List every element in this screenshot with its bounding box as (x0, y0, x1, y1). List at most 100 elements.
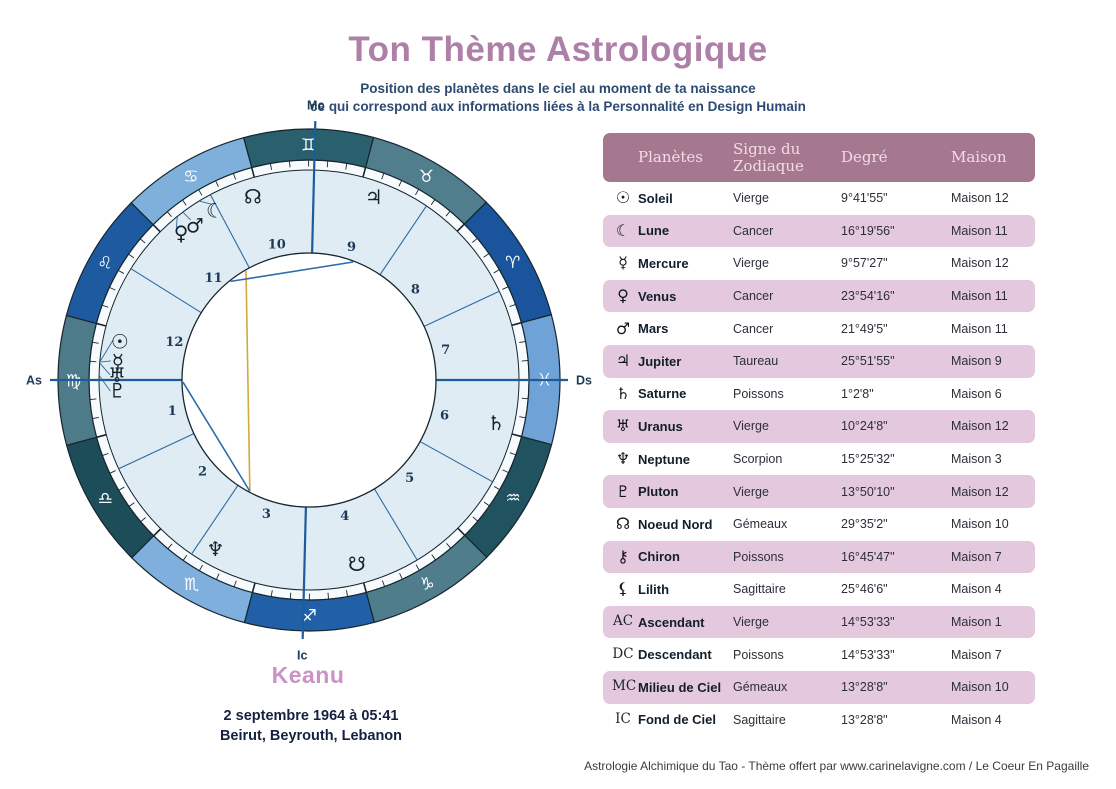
planets-table: Planètes Signe du Zodiaque Degré Maison … (603, 133, 1035, 736)
planet-degree: 10°24'8" (841, 419, 888, 434)
degree-tick (96, 433, 107, 439)
degree-tick (118, 486, 125, 491)
degree-tick (198, 189, 203, 196)
degree-tick (101, 304, 109, 308)
planet-sign: Vierge (733, 191, 769, 206)
house-number-9: 9 (347, 240, 356, 255)
planet-house: Maison 7 (951, 647, 1002, 662)
planet-sign: Vierge (733, 615, 769, 630)
planet-degree: 21°49'5" (841, 321, 888, 336)
subtitle-line-2: ce qui correspond aux informations liées… (310, 99, 806, 114)
planet-name: Noeud Nord (638, 516, 713, 532)
degree-tick (215, 573, 220, 580)
degree-tick (457, 527, 466, 536)
planet-house: Maison 6 (951, 386, 1002, 401)
degree-tick (399, 573, 403, 580)
table-row: ♆ Neptune Scorpion 15°25'32" Maison 3 (603, 443, 1035, 476)
planet-glyph-venus: ♀ (174, 221, 189, 245)
planet-sign: Taureau (733, 354, 779, 369)
axis-line-ic (301, 506, 307, 639)
planet-pointer-pluton (99, 375, 111, 392)
planet-pointer-mars (182, 212, 191, 221)
sign-glyph-gemeaux: ♊ (301, 135, 316, 155)
person-name: Keanu (271, 662, 345, 688)
degree-tick (269, 163, 273, 170)
planet-name: Fond de Ciel (638, 712, 716, 728)
col-header-planetes: Planètes (638, 148, 703, 166)
degree-tick (182, 199, 187, 206)
aspect-line-1 (245, 270, 251, 492)
table-body: ☉ Soleil Vierge 9°41'55" Maison 12 ☾ Lun… (603, 182, 1035, 736)
table-row: AC Ascendant Vierge 14°53'33" Maison 1 (603, 605, 1035, 639)
table-row: ☉ Soleil Vierge 9°41'55" Maison 12 (603, 182, 1035, 215)
planet-degree: 16°45'47" (841, 549, 895, 564)
degree-tick (431, 554, 436, 561)
planet-icon: ☉ (615, 188, 631, 208)
degree-tick (483, 501, 490, 507)
degree-tick (445, 210, 451, 217)
page-title: Ton Thème Astrologique (348, 30, 768, 69)
axis-label-ic: Ic (297, 648, 307, 662)
house-number-5: 5 (405, 471, 414, 486)
planet-icon: ♂ (615, 318, 631, 338)
degree-tick (182, 554, 188, 561)
planet-glyph-mercure: ☿ (112, 350, 124, 374)
planet-name: Uranus (638, 418, 683, 434)
planet-glyph-jupiter: ♃ (365, 185, 383, 209)
planet-sign: Sagittaire (733, 712, 786, 727)
planet-name: Ascendant (638, 614, 705, 630)
table-row: ♀ Venus Cancer 23°54'16" Maison 11 (603, 279, 1035, 313)
degree-tick (362, 167, 367, 178)
planet-house: Maison 4 (951, 712, 1002, 727)
house-cusp-3 (191, 484, 239, 555)
planet-degree: 9°57'27" (841, 256, 888, 271)
col-header-degre: Degré (841, 148, 888, 166)
sign-glyph-capricorne: ♑ (419, 575, 434, 595)
house-cusp-9 (379, 205, 427, 276)
sign-glyph-taureau: ♉ (419, 167, 434, 187)
col-header-maison: Maison (951, 148, 1007, 166)
degree-tick (109, 470, 116, 474)
table-row: ♄ Saturne Poissons 1°2'8" Maison 6 (603, 378, 1035, 411)
col-header-signe: Signe du Zodiaque (733, 139, 804, 175)
sign-glyph-lion: ♌ (97, 254, 112, 274)
planet-name: Venus (638, 288, 677, 304)
table-row: ☾ Lune Cancer 16°19'56" Maison 11 (603, 214, 1035, 248)
planet-icon: ⚷ (617, 546, 629, 566)
house-number-11: 11 (204, 271, 222, 286)
degree-tick (152, 224, 161, 233)
degree-tick (89, 398, 97, 401)
planet-glyph-noeud-sud: ☋ (348, 552, 366, 576)
planet-pointer-venus (176, 217, 178, 228)
table-row: ☊ Noeud Nord Gémeaux 29°35'2" Maison 10 (603, 508, 1035, 541)
planet-glyph-lune: ☾ (206, 198, 224, 222)
planet-house: Maison 11 (951, 321, 1008, 336)
axis-label-mc: Mc (307, 98, 324, 112)
sign-glyph-belier: ♈ (505, 253, 520, 273)
planet-degree: 14°53'33" (841, 647, 895, 662)
planet-name: Mercure (638, 255, 689, 271)
table-header: Planètes Signe du Zodiaque Degré Maison (603, 133, 1035, 182)
planet-house: Maison 3 (951, 452, 1002, 467)
degree-tick (430, 199, 436, 206)
degree-tick (456, 223, 465, 232)
planet-name: Lune (638, 223, 670, 239)
degree-tick (326, 160, 329, 168)
planet-house: Maison 12 (951, 256, 1009, 271)
axis-line-mc (311, 121, 317, 254)
house-cusp-6 (419, 441, 493, 483)
degree-tick (483, 253, 490, 258)
planet-degree: 29°35'2" (841, 517, 888, 532)
planet-icon: ♇ (615, 481, 631, 501)
planet-glyph-mars: ♂ (186, 214, 204, 238)
planet-icon: ♀ (617, 286, 629, 306)
house-number-1: 1 (168, 404, 177, 419)
house-number-7: 7 (441, 343, 450, 358)
sign-glyph-balance: ♎ (98, 489, 113, 509)
degree-tick (511, 433, 522, 438)
planet-icon: ⚸ (617, 579, 629, 599)
planet-house: Maison 11 (951, 289, 1008, 304)
degree-tick (118, 269, 125, 274)
planet-house: Maison 7 (951, 549, 1002, 564)
